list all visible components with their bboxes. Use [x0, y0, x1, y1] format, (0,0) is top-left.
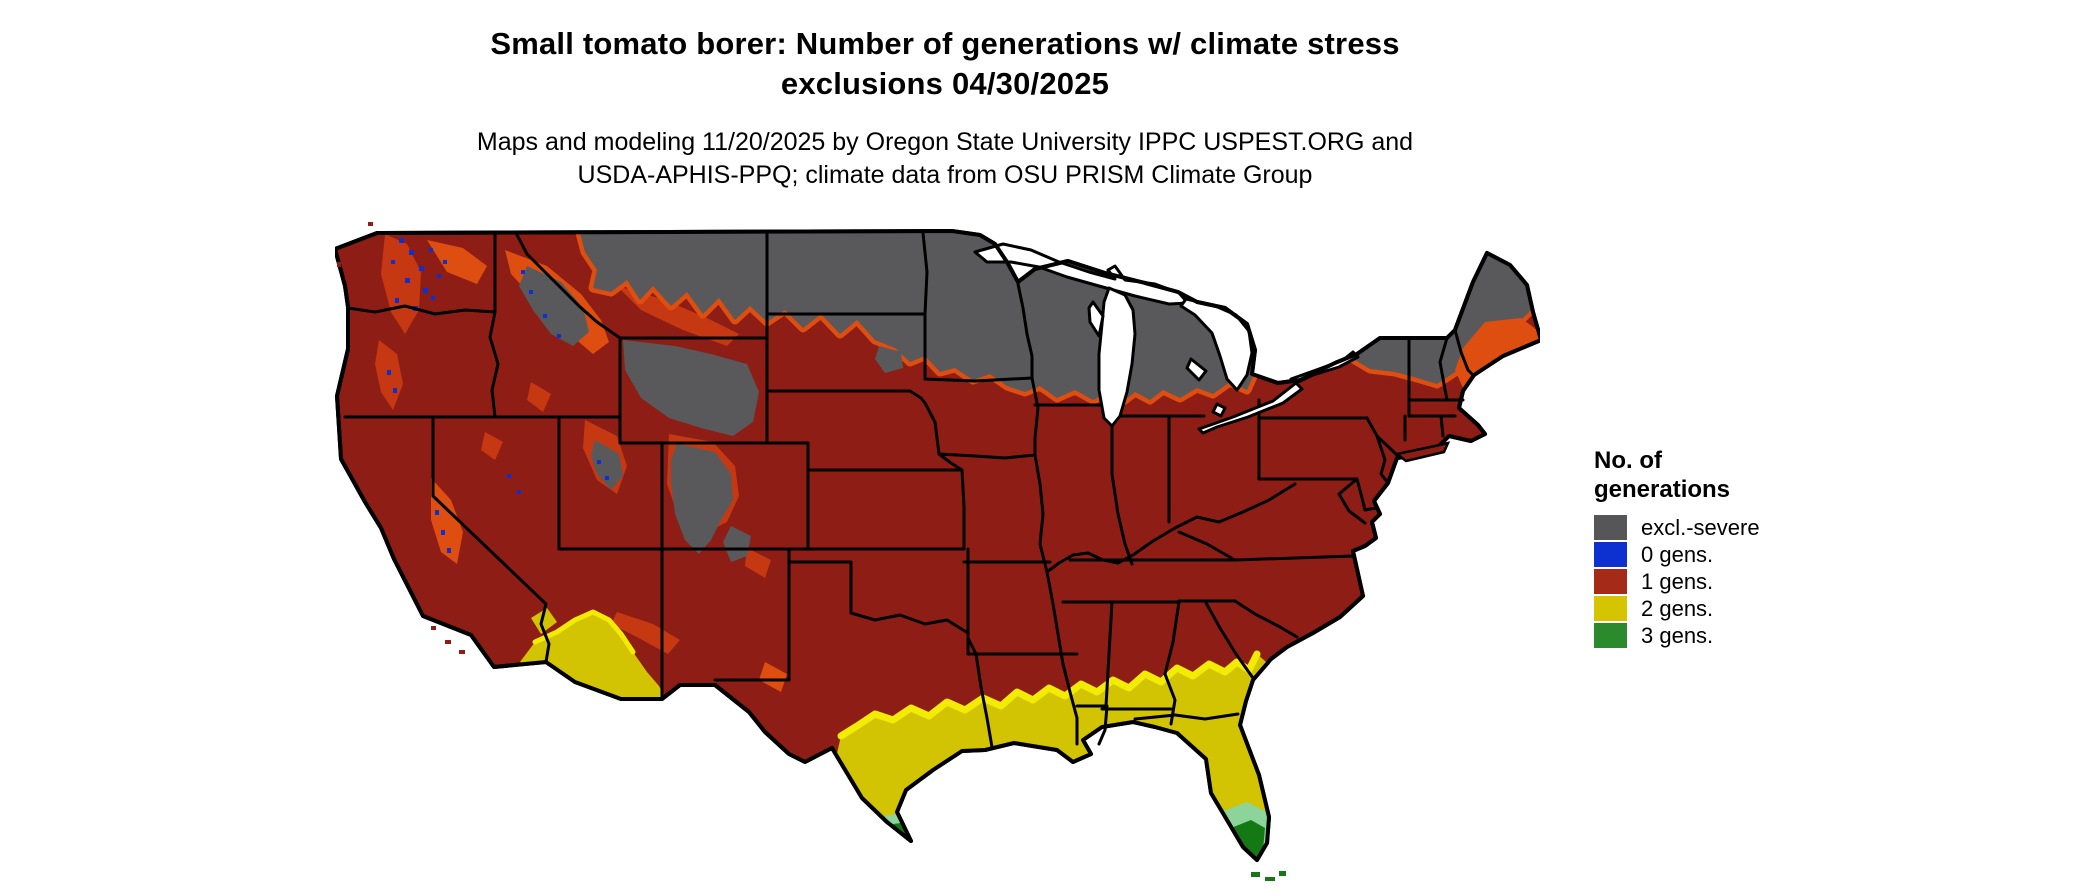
map-legend: No. of generations excl.-severe 0 gens. … — [1594, 446, 1854, 650]
florida-keys — [1251, 871, 1286, 881]
us-generations-map — [333, 222, 1543, 890]
legend-item-2-gens: 2 gens. — [1594, 596, 1854, 621]
legend-title: No. of generations — [1594, 446, 1854, 504]
legend-title-line-2: generations — [1594, 476, 1731, 503]
saginaw-bay — [1185, 357, 1208, 382]
zone-0-gens-specks — [387, 238, 1023, 553]
legend-title-line-1: No. of — [1594, 447, 1662, 474]
zone-excl-severe-mountains — [519, 266, 903, 562]
legend-swatch-excl-severe — [1594, 515, 1627, 540]
legend-item-0-gens: 0 gens. — [1594, 542, 1854, 567]
zone-2-gens-nevada-tip — [531, 608, 557, 634]
us-map-svg — [333, 222, 1543, 881]
legend-label-3-gens: 3 gens. — [1641, 622, 1714, 648]
zone-3-gens — [885, 802, 1273, 860]
title-line-2: exclusions 04/30/2025 — [780, 66, 1110, 101]
legend-label-2-gens: 2 gens. — [1641, 595, 1714, 621]
subtitle-line-1: Maps and modeling 11/20/2025 by Oregon S… — [476, 128, 1414, 156]
legend-swatch-3-gens — [1594, 623, 1627, 648]
legend-label-1-gens: 1 gens. — [1641, 568, 1714, 594]
lake-st-clair — [1211, 402, 1227, 418]
green-bay — [1087, 300, 1105, 338]
legend-swatch-1-gens — [1594, 569, 1627, 594]
page-subtitle: Maps and modeling 11/20/2025 by Oregon S… — [0, 126, 1890, 192]
bright-yellow-fringe-az — [532, 609, 636, 655]
legend-swatch-0-gens — [1594, 542, 1627, 567]
lake-erie — [1197, 381, 1304, 435]
legend-swatch-2-gens — [1594, 596, 1627, 621]
legend-item-1-gens: 1 gens. — [1594, 569, 1854, 594]
bright-yellow-fringe — [837, 650, 1261, 740]
state-boundaries — [343, 231, 1476, 749]
page-title: Small tomato borer: Number of generation… — [0, 24, 1890, 104]
maine-coast-orange — [1455, 318, 1539, 388]
legend-label-0-gens: 0 gens. — [1641, 541, 1714, 567]
long-island — [1394, 441, 1451, 463]
legend-item-3-gens: 3 gens. — [1594, 623, 1854, 648]
title-line-1: Small tomato borer: Number of generation… — [490, 26, 1400, 61]
us-coastline — [333, 229, 1543, 862]
zone-excl-severe-northeast — [1345, 254, 1531, 384]
legend-label-excl-severe: excl.-severe — [1641, 514, 1760, 540]
subtitle-line-2: USDA-APHIS-PPQ; climate data from OSU PR… — [577, 161, 1313, 189]
legend-item-excl-severe: excl.-severe — [1594, 515, 1854, 540]
